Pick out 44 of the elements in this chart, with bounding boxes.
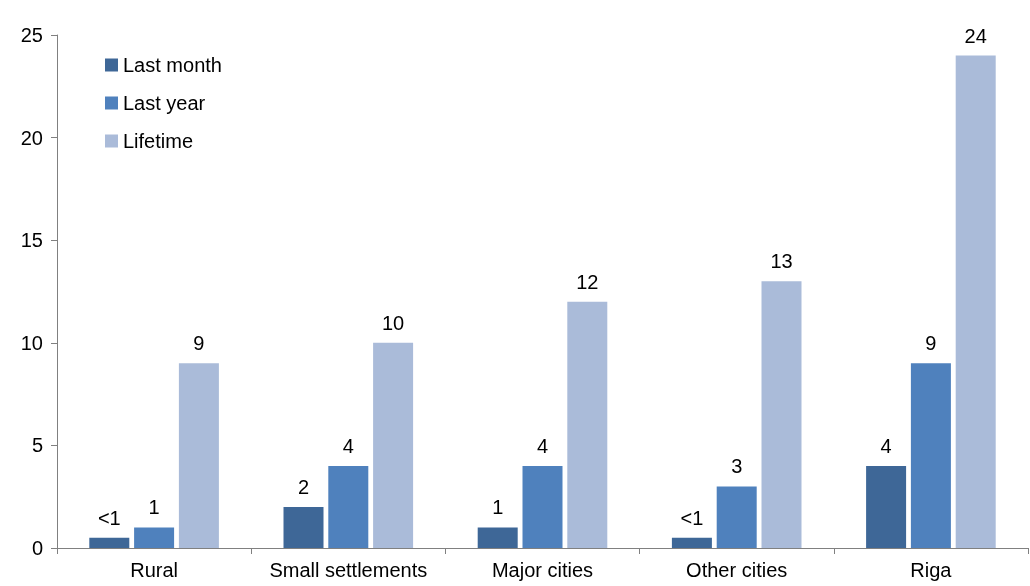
bar	[373, 342, 414, 548]
data-label: 10	[381, 311, 405, 334]
data-label: 24	[964, 24, 987, 47]
data-label: 1	[148, 496, 160, 519]
y-tick-label: 25	[20, 24, 43, 46]
y-tick-label: 20	[20, 126, 43, 149]
data-label: 12	[576, 270, 599, 293]
bar	[522, 465, 563, 548]
x-tick-label: Small settlements	[269, 559, 428, 581]
data-label: 9	[925, 332, 937, 355]
bar	[955, 55, 996, 548]
y-tick-label: 0	[31, 537, 43, 559]
data-label: <1	[680, 506, 704, 529]
x-tick-label: Other cities	[686, 559, 788, 581]
bar	[328, 465, 369, 548]
bar	[671, 537, 712, 548]
data-label: 4	[536, 434, 549, 457]
y-tick-label: 10	[20, 331, 43, 354]
data-label: 13	[770, 250, 793, 273]
data-label: <1	[97, 506, 121, 529]
legend-label: Last year	[123, 92, 206, 114]
bar	[134, 527, 175, 548]
x-tick-label: Rural	[130, 559, 178, 581]
y-tick-label: 5	[31, 434, 43, 457]
bar	[716, 486, 757, 548]
bar	[567, 301, 608, 548]
data-label: 2	[297, 475, 310, 498]
bar	[178, 363, 219, 548]
data-label: 1	[492, 496, 504, 519]
bar	[761, 281, 802, 548]
legend-label: Last month	[123, 54, 222, 76]
data-label: 4	[342, 434, 354, 457]
data-label: 3	[731, 455, 743, 478]
data-label: 4	[880, 434, 892, 457]
bar	[910, 363, 951, 548]
x-tick-label: Major cities	[491, 559, 594, 581]
data-label: 9	[193, 332, 205, 355]
bar	[89, 537, 130, 548]
legend-label: Lifetime	[123, 130, 194, 152]
bar	[283, 506, 324, 548]
bar	[866, 465, 907, 548]
bar	[477, 527, 518, 548]
y-tick-label: 15	[20, 229, 43, 252]
x-tick-label: Riga	[910, 559, 953, 581]
